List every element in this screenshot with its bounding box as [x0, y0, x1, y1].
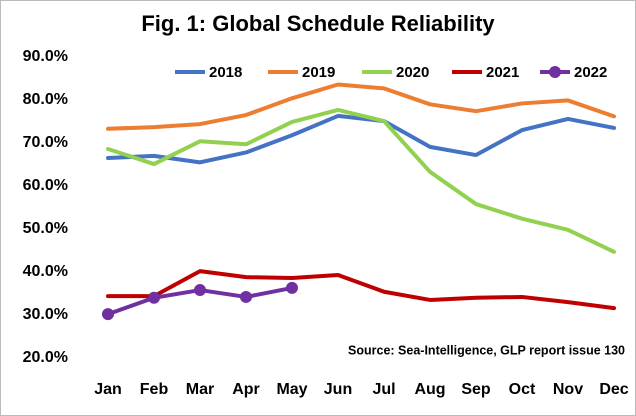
source-note: Source: Sea-Intelligence, GLP report iss…	[348, 343, 625, 357]
x-tick-label: Oct	[509, 381, 536, 398]
x-tick-label: Aug	[414, 381, 445, 398]
x-tick-label: Jan	[94, 381, 122, 398]
y-tick-label: 50.0%	[23, 220, 68, 237]
x-tick-label: Apr	[232, 381, 260, 398]
legend-label: 2018	[209, 64, 242, 81]
series-marker	[240, 290, 252, 303]
y-tick-label: 20.0%	[23, 349, 68, 366]
legend-label: 2022	[574, 64, 607, 81]
y-tick-label: 30.0%	[23, 306, 68, 323]
series-marker	[286, 281, 298, 294]
series-line	[106, 82, 616, 131]
series-line	[106, 269, 616, 311]
legend-label: 2020	[396, 64, 429, 81]
legend-marker	[549, 66, 561, 78]
series-marker	[148, 291, 160, 304]
x-tick-label: Jul	[372, 381, 395, 398]
series-marker	[194, 284, 206, 297]
chart-title: Fig. 1: Global Schedule Reliability	[141, 11, 495, 36]
series-marker	[102, 308, 114, 321]
x-tick-label: Feb	[140, 381, 169, 398]
legend-label: 2021	[486, 64, 519, 81]
x-tick-label: Mar	[186, 381, 214, 398]
legend-label: 2019	[302, 64, 335, 81]
x-tick-label: Nov	[553, 381, 583, 398]
x-tick-label: May	[276, 381, 307, 398]
x-tick-label: Jun	[324, 381, 352, 398]
x-tick-label: Sep	[461, 381, 491, 398]
series-line	[106, 113, 616, 165]
y-tick-label: 90.0%	[23, 48, 68, 65]
series-line	[106, 107, 616, 254]
y-tick-label: 40.0%	[23, 263, 68, 280]
x-tick-label: Dec	[599, 381, 628, 398]
y-tick-label: 80.0%	[23, 91, 68, 108]
y-tick-label: 60.0%	[23, 177, 68, 194]
y-tick-label: 70.0%	[23, 134, 68, 151]
